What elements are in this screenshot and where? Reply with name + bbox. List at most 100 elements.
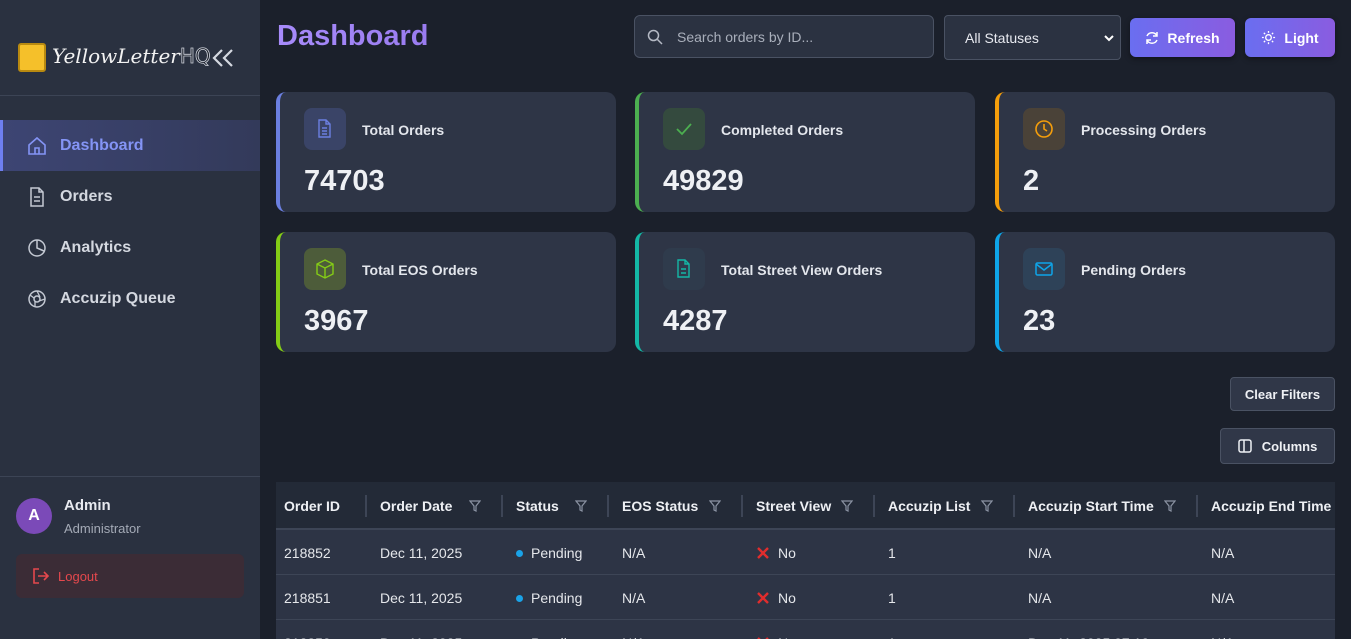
cell-text: 1 — [888, 590, 896, 606]
table-cell: 218852 — [284, 545, 331, 561]
cell-text: N/A — [1211, 590, 1235, 606]
nav-label: Accuzip Queue — [60, 289, 176, 307]
column-separator — [741, 495, 743, 517]
column-header[interactable]: Order Date — [380, 498, 453, 514]
cell-text: N/A — [1211, 635, 1234, 639]
cell-text: Dec 11, 2025 — [380, 635, 462, 639]
cell-text: 218850 — [284, 635, 331, 639]
column-header[interactable]: Order ID — [284, 498, 341, 514]
table-cell: 218851 — [284, 590, 331, 606]
filter-button[interactable] — [841, 500, 853, 512]
table-cell: Pending — [516, 590, 582, 606]
nav-label: Analytics — [60, 238, 132, 256]
stat-icon-glyph — [676, 123, 692, 136]
status-select[interactable]: All Statuses — [944, 15, 1121, 60]
nav-item[interactable]: Accuzip Queue — [0, 273, 260, 324]
cell-text: No — [778, 635, 796, 639]
column-separator — [1013, 495, 1015, 517]
cell-text: 218852 — [284, 545, 331, 561]
stat-label: Total EOS Orders — [362, 262, 478, 278]
logout-button[interactable]: Logout — [16, 554, 244, 598]
table-cell: Dec 11, 2025 07:10 — [1028, 635, 1149, 639]
column-header[interactable]: Accuzip Start Time — [1028, 498, 1154, 514]
cell-text: 1 — [888, 545, 896, 561]
filter-button[interactable] — [709, 500, 721, 512]
stat-icon — [304, 248, 346, 290]
sidebar: YellowLetterHQ Dashboard Orders Analytics A… — [0, 0, 260, 639]
cell-text: Dec 11, 2025 — [380, 545, 463, 561]
logo-suffix: HQ — [179, 44, 211, 69]
columns-button[interactable]: Columns — [1220, 428, 1335, 464]
cell-text: N/A — [1211, 545, 1235, 561]
table-cell: N/A — [622, 635, 645, 639]
table-cell: N/A — [622, 590, 645, 606]
stat-card: Total EOS Orders 3967 — [276, 232, 616, 352]
stat-icon — [663, 248, 705, 290]
column-header[interactable]: EOS Status — [622, 498, 699, 514]
table-row[interactable]: 218851 Dec 11, 2025 Pending N/A No 1 N/A N/A — [276, 575, 1335, 620]
stat-card: Completed Orders 49829 — [635, 92, 975, 212]
nav-icon — [28, 289, 46, 308]
column-separator — [607, 495, 609, 517]
table-cell: Pending — [516, 545, 582, 561]
cell-text: Pending — [531, 590, 583, 606]
collapse-button[interactable] — [212, 48, 234, 68]
table-cell: 1 — [888, 545, 896, 561]
stat-icon-glyph — [1035, 262, 1053, 276]
status-select-value: All Statuses — [965, 29, 1039, 46]
stat-icon-glyph — [1035, 120, 1053, 138]
column-header[interactable]: Street View — [756, 498, 832, 514]
status-dot — [516, 594, 523, 602]
table-cell: 218850 — [284, 635, 331, 639]
logo[interactable]: YellowLetterHQ — [52, 44, 211, 69]
nav-item[interactable]: Dashboard — [0, 120, 260, 171]
stat-card: Total Orders 74703 — [276, 92, 616, 212]
table-cell: Dec 11, 2025 — [380, 590, 462, 606]
column-header[interactable]: Accuzip List — [888, 498, 971, 514]
no-icon — [757, 547, 769, 559]
user-name: Admin — [64, 497, 111, 514]
table-cell: N/A — [1211, 590, 1234, 606]
table-cell: N/A — [1028, 590, 1051, 606]
column-separator — [873, 495, 875, 517]
cell-text: Pending — [531, 545, 583, 561]
stat-icon — [1023, 248, 1065, 290]
nav-icon — [28, 136, 46, 155]
columns-label: Columns — [1261, 438, 1318, 454]
table-cell: No — [756, 545, 796, 561]
stat-value: 3967 — [304, 305, 369, 337]
stat-icon — [1023, 108, 1065, 150]
avatar: A — [16, 498, 52, 534]
nav-icon — [30, 186, 44, 207]
nav-item[interactable]: Orders — [0, 171, 260, 222]
search-input[interactable]: Search orders by ID... — [634, 15, 934, 58]
clear-filters-button[interactable]: Clear Filters — [1230, 377, 1335, 411]
column-header[interactable]: Status — [516, 498, 559, 514]
refresh-label: Refresh — [1167, 29, 1220, 46]
stat-value: 49829 — [663, 165, 744, 197]
table-cell: No — [756, 590, 796, 606]
filter-button[interactable] — [1164, 500, 1176, 512]
table-row[interactable]: 218852 Dec 11, 2025 Pending N/A No 1 N/A N/A — [276, 530, 1335, 575]
refresh-button[interactable]: Refresh — [1130, 18, 1235, 57]
table-cell: N/A — [1211, 635, 1234, 639]
column-header[interactable]: Accuzip End Time — [1211, 498, 1332, 514]
cell-text: 218851 — [284, 590, 331, 606]
stat-value: 2 — [1023, 165, 1040, 197]
cell-text: No — [778, 590, 796, 606]
stat-icon-glyph — [316, 259, 334, 279]
stat-icon — [663, 108, 705, 150]
table-row[interactable]: 218850 Dec 11, 2025 Pending N/A No 1 Dec 11, 2… — [276, 620, 1335, 639]
table-cell: No — [756, 635, 796, 639]
stat-card: Processing Orders 2 — [995, 92, 1335, 212]
table-cell: N/A — [622, 545, 645, 561]
filter-button[interactable] — [981, 500, 993, 512]
cell-text: N/A — [622, 590, 646, 606]
nav-item[interactable]: Analytics — [0, 222, 260, 273]
filter-button[interactable] — [469, 500, 481, 512]
theme-button[interactable]: Light — [1245, 18, 1335, 57]
filter-button[interactable] — [575, 500, 587, 512]
nav-icon — [28, 238, 46, 257]
